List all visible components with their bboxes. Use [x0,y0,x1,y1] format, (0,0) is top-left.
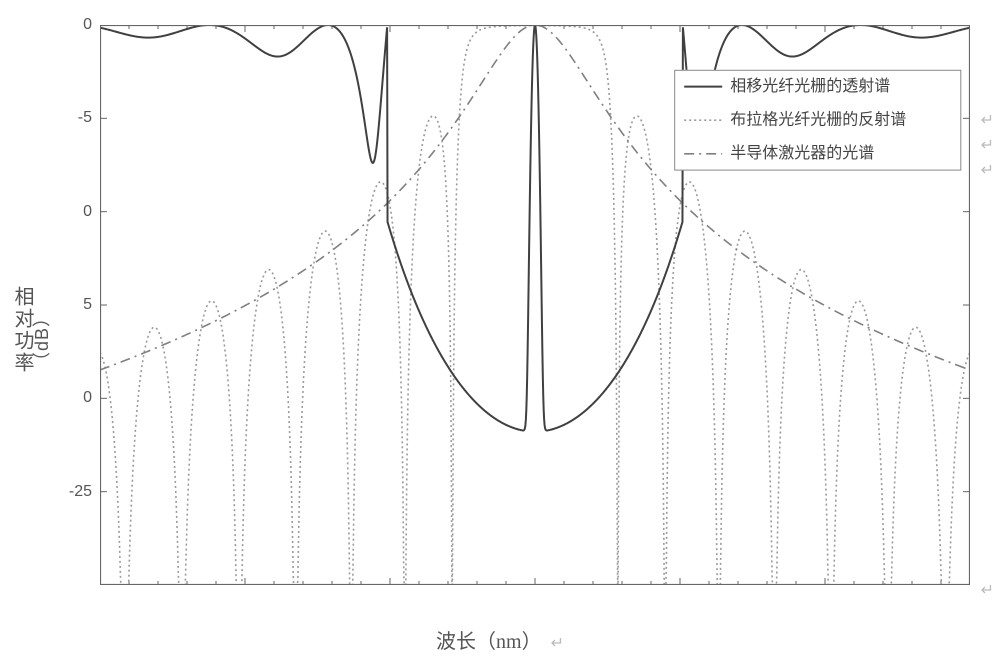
y-tick-label: -25 [69,483,92,501]
x-axis-title: 波长（nm） ↵ [0,625,1000,654]
x-axis-title-text: 波长（nm） [436,631,542,653]
y-tick-label: 5 [83,296,92,314]
plot-area: 0-5-25050 [100,25,970,590]
y-tick-label: 0 [83,389,92,407]
return-icon: ↵ [981,135,994,155]
return-icon: ↵ [981,160,994,180]
y-tick-label: -5 [78,109,92,127]
y-tick-label: 0 [83,16,92,34]
chart-canvas [100,25,970,585]
return-icon: ↵ [981,580,994,600]
figure: 相对功率 （dB） 0-5-25050 波长（nm） ↵ ↵ ↵ ↵ ↵ [0,0,1000,660]
return-icon: ↵ [551,635,564,652]
y-tick-label: 0 [83,203,92,221]
y-axis-unit: （dB） [28,308,54,370]
return-icon: ↵ [981,110,994,130]
